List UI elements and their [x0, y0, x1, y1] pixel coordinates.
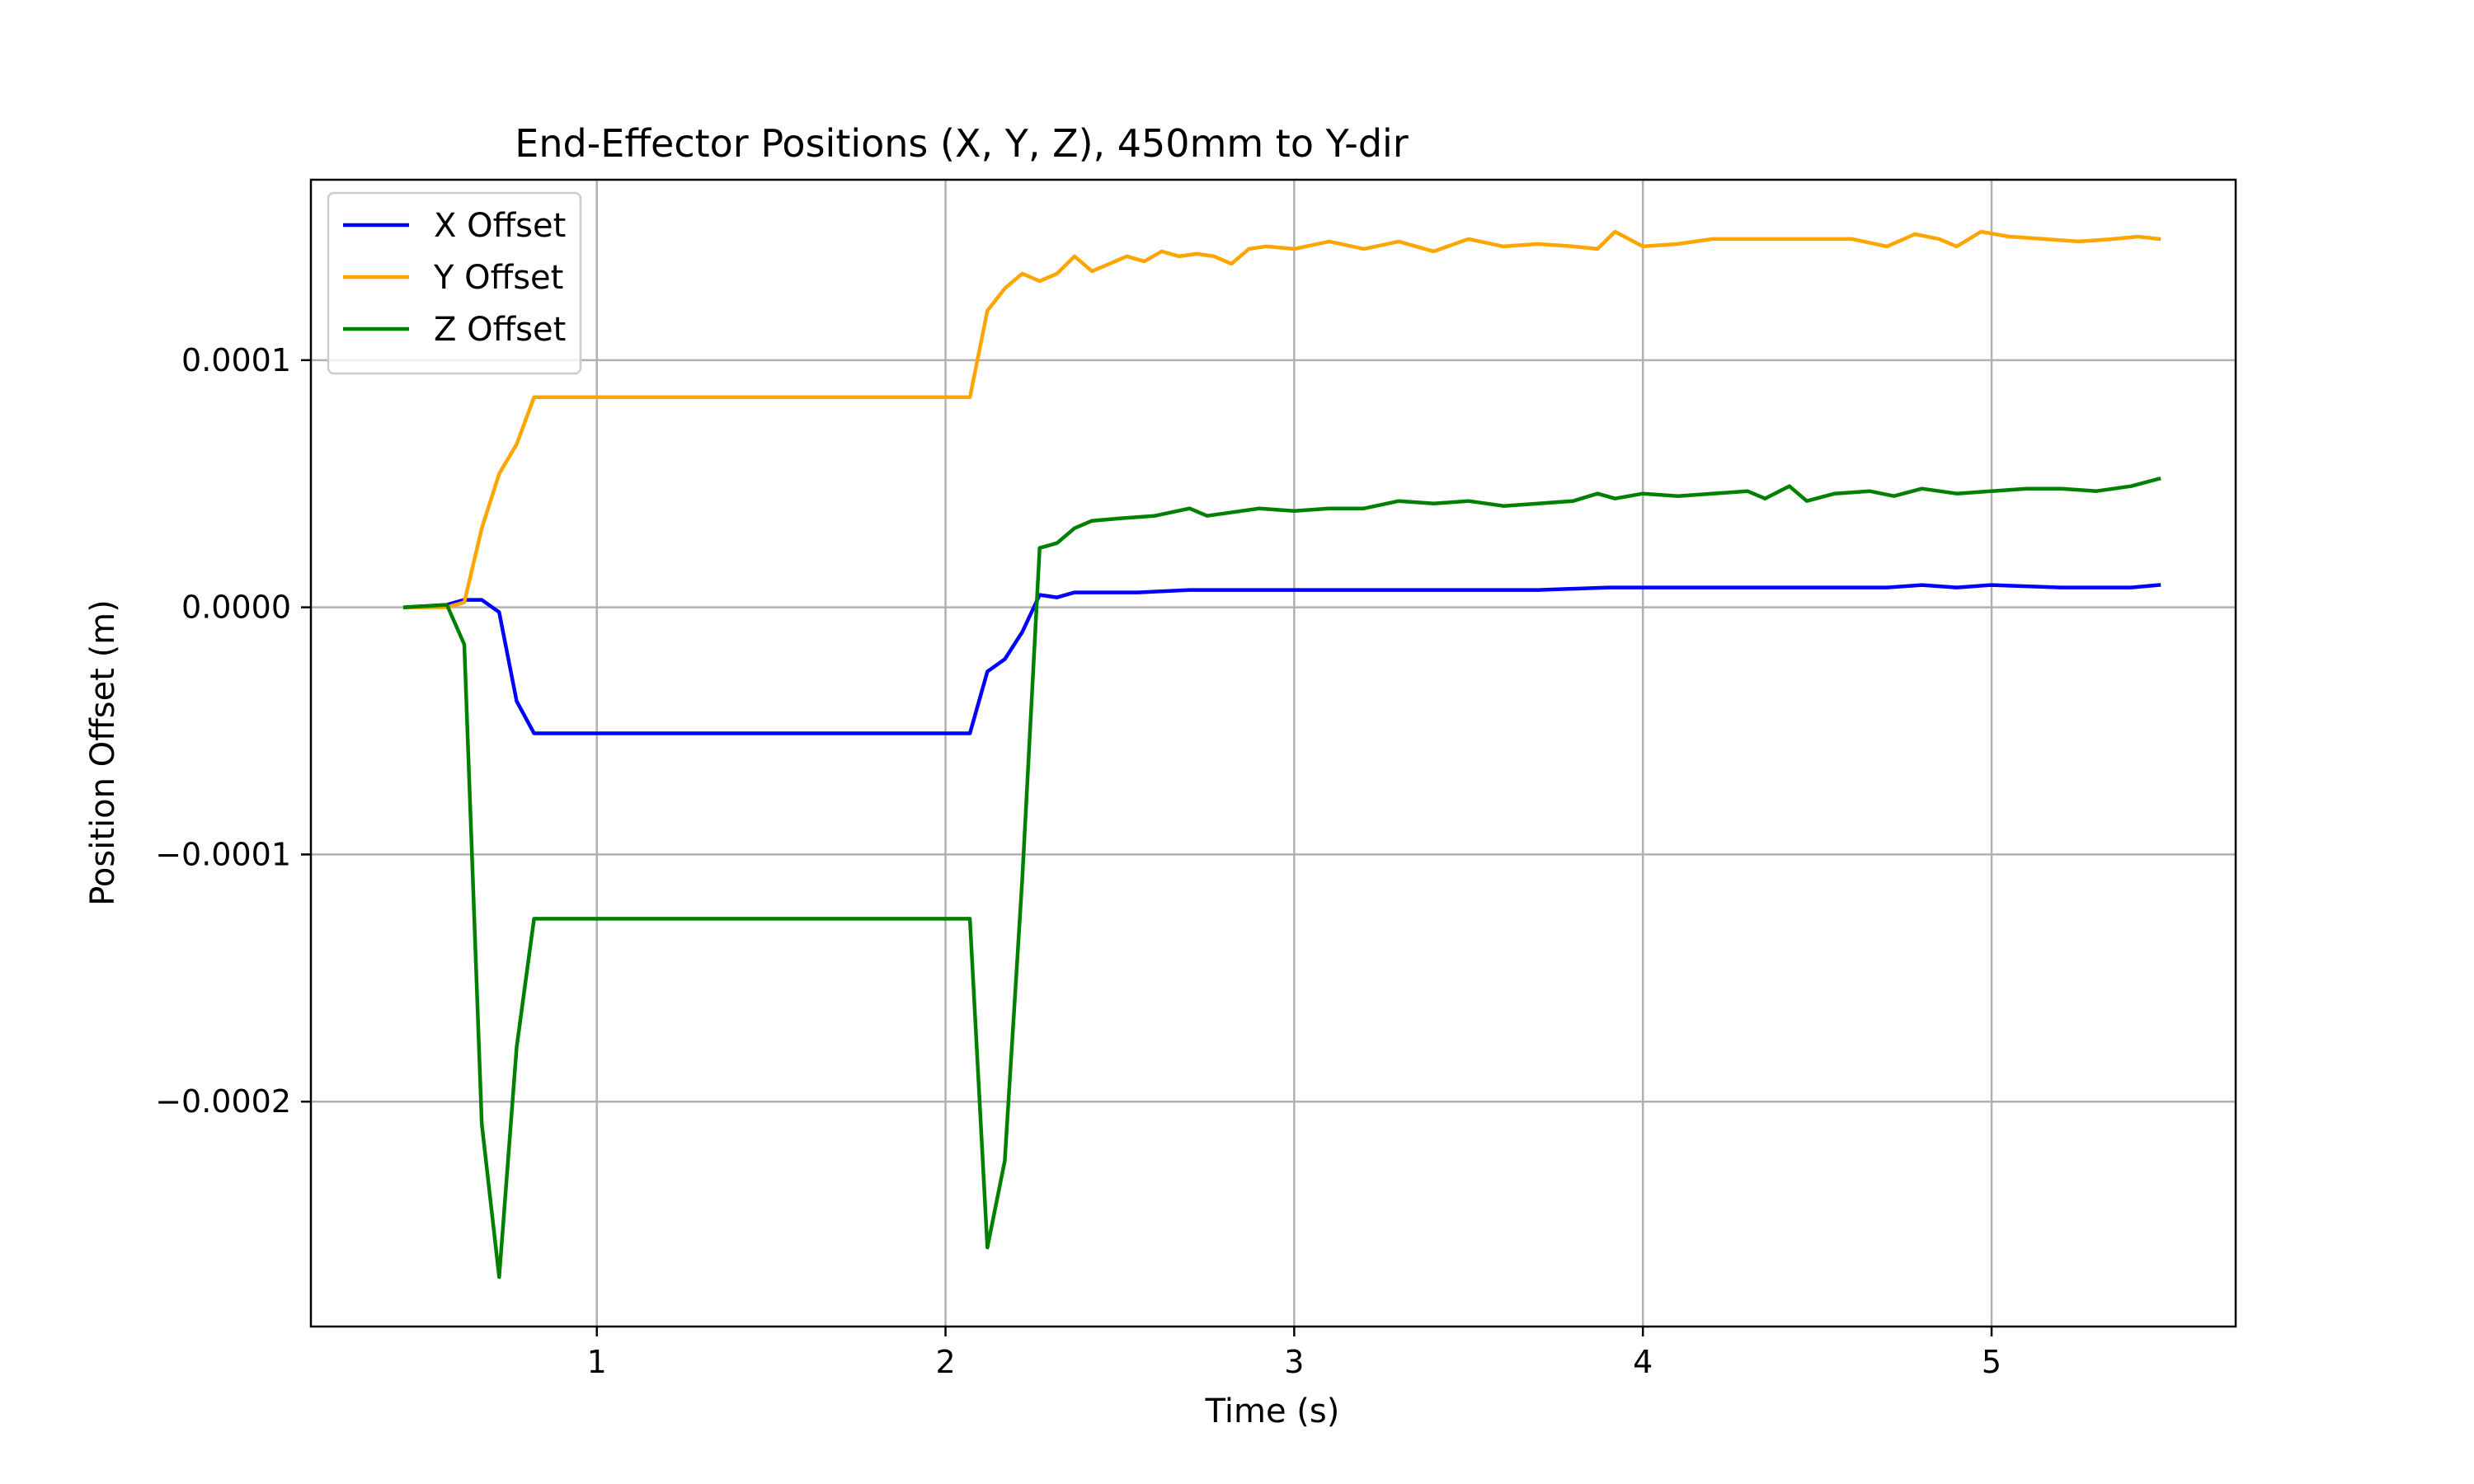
chart-title: End-Effector Positions (X, Y, Z), 450mm … — [515, 121, 1409, 166]
legend-label-y-offset: Y Offset — [433, 259, 563, 297]
plot-area-frame — [309, 178, 2237, 1328]
legend-label-z-offset: Z Offset — [434, 311, 566, 349]
x-tick-label: 4 — [1633, 1344, 1653, 1380]
legend: X Offset Y Offset Z Offset — [327, 191, 582, 375]
grid-layer — [311, 180, 2236, 1327]
series-line-z-offset — [402, 476, 2161, 1280]
x-tick-label: 5 — [1982, 1344, 2001, 1380]
x-tick-label: 2 — [935, 1344, 955, 1380]
y-tick-label: 0.0000 — [181, 589, 291, 626]
x-axis-title: Time (s) — [1205, 1392, 1340, 1430]
y-tick-label: −0.0001 — [155, 836, 291, 872]
series-line-x-offset — [402, 583, 2161, 735]
series-layer — [402, 229, 2161, 1280]
y-tick-label: −0.0002 — [155, 1083, 291, 1120]
y-tick-label: 0.0001 — [181, 342, 291, 378]
y-axis-title: Position Offset (m) — [84, 599, 122, 906]
x-tick-label: 1 — [587, 1344, 607, 1380]
x-tick-label: 3 — [1284, 1344, 1304, 1380]
tick-layer: 1 2 3 4 5 0.0001 0.0000 −0.0001 −0.0002 — [155, 342, 2001, 1380]
series-line-y-offset — [402, 229, 2161, 609]
legend-label-x-offset: X Offset — [434, 207, 566, 245]
